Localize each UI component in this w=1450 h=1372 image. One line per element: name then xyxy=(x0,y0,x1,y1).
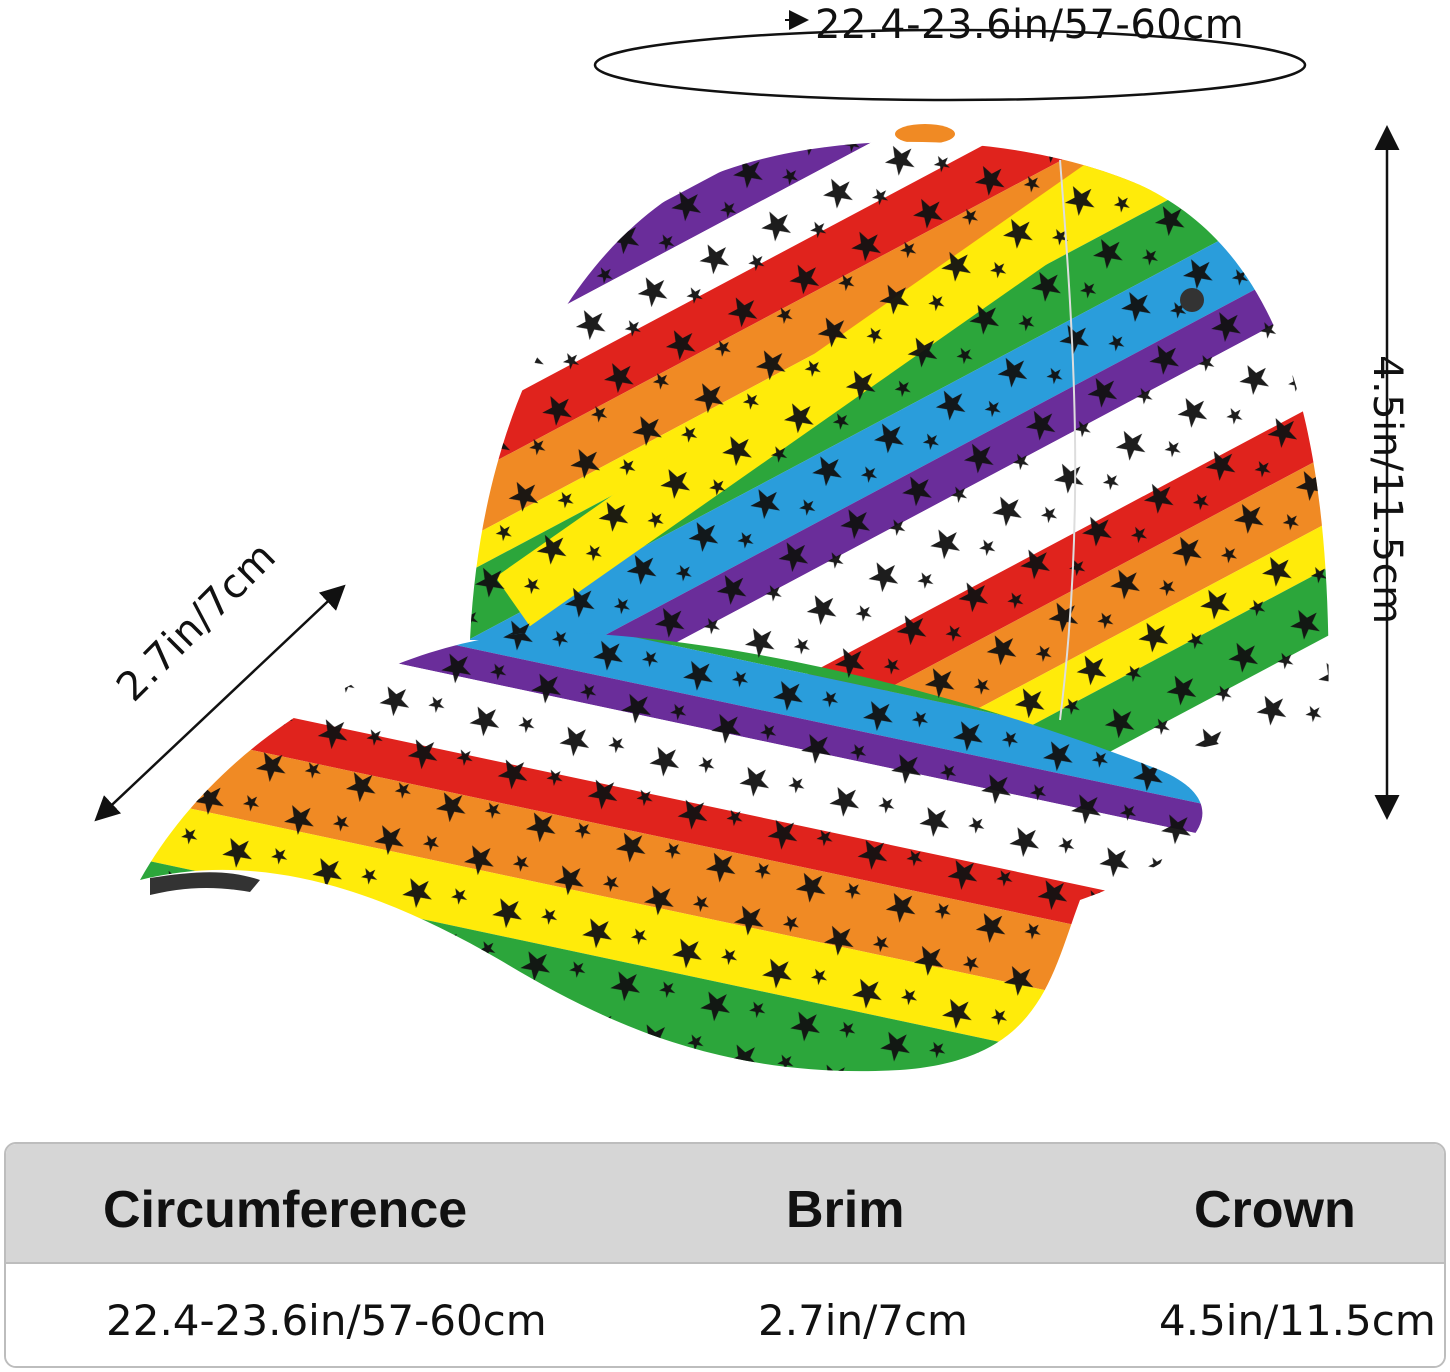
header-crown: Crown xyxy=(1194,1181,1356,1239)
value-circumference: 22.4-23.6in/57-60cm xyxy=(106,1296,547,1345)
header-brim: Brim xyxy=(786,1181,905,1239)
circumference-label: 22.4-23.6in/57-60cm xyxy=(815,2,1245,48)
value-brim: 2.7in/7cm xyxy=(758,1296,968,1345)
crown-label: 4.5in/11.5cm xyxy=(1364,355,1410,625)
table-header-row: Circumference Brim Crown xyxy=(6,1144,1444,1262)
size-table: Circumference Brim Crown 22.4-23.6in/57-… xyxy=(4,1142,1446,1368)
dimension-diagram: 22.4-23.6in/57-60cm 2.7in/7cm 4.5in/11.5… xyxy=(94,2,1410,1072)
hat-illustration xyxy=(94,10,1400,1072)
table-divider xyxy=(6,1262,1444,1264)
header-circumference: Circumference xyxy=(103,1181,468,1239)
table-row: 22.4-23.6in/57-60cm 2.7in/7cm 4.5in/11.5… xyxy=(6,1264,1444,1366)
value-crown: 4.5in/11.5cm xyxy=(1159,1296,1436,1345)
cap-brim xyxy=(140,631,1203,1072)
